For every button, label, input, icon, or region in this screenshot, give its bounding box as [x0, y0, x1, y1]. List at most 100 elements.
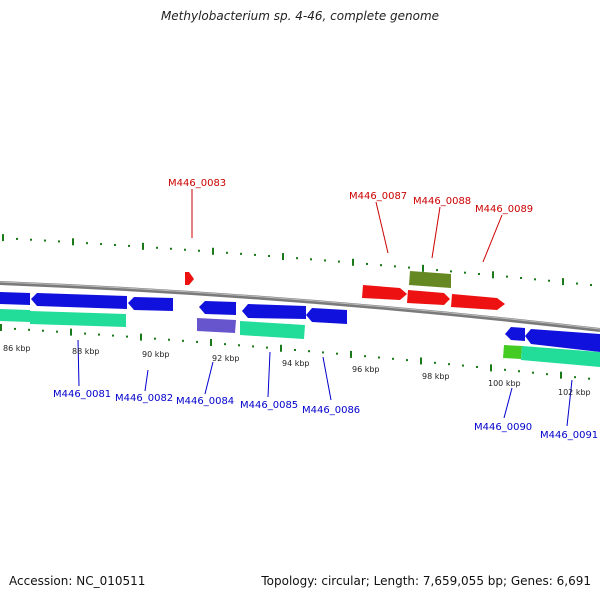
- upper-track-minor-tick: [534, 278, 536, 281]
- scale-label-86kbp: 86 kbp: [3, 344, 31, 353]
- lower-track-minor-tick: [588, 377, 590, 380]
- upper-track-major-tick: [422, 264, 424, 272]
- lower-track-minor-tick: [392, 357, 394, 360]
- upper-track-minor-tick: [156, 246, 158, 249]
- lower-track-minor-tick: [252, 345, 254, 348]
- gene-label-m446-0087[interactable]: M446_0087: [349, 191, 407, 202]
- lower-track-minor-tick: [182, 339, 184, 342]
- upper-track-minor-tick: [254, 253, 256, 256]
- lower-track-minor-tick: [462, 364, 464, 367]
- gene-label-m446-0083[interactable]: M446_0083: [168, 178, 226, 189]
- lower-track-minor-tick: [574, 376, 576, 379]
- gene-label-m446-0090[interactable]: M446_0090: [474, 422, 532, 433]
- scale-label-90kbp: 90 kbp: [142, 350, 170, 359]
- upper-track-minor-tick: [366, 262, 368, 265]
- lower-track-major-tick: [420, 357, 422, 365]
- upper-track-minor-tick: [548, 279, 550, 282]
- upper-track-major-tick: [282, 253, 284, 261]
- lower-track-major-tick: [560, 371, 562, 379]
- upper-track-minor-tick: [464, 271, 466, 274]
- gene-block-m446-0081-teal[interactable]: [30, 311, 126, 327]
- accession-text: Accession: NC_010511: [9, 574, 146, 588]
- lower-track-minor-tick: [112, 334, 114, 337]
- gene-label-m446-0086[interactable]: M446_0086: [302, 405, 360, 416]
- gene-arrow-m446-0081[interactable]: [31, 293, 127, 309]
- gene-label-m446-0085[interactable]: M446_0085: [240, 400, 298, 411]
- gene-block-m446-0088-olive[interactable]: [409, 271, 451, 288]
- gene-arrow-m446-0090[interactable]: [505, 327, 525, 341]
- gene-label-m446-0091[interactable]: M446_0091: [540, 430, 598, 441]
- upper-track-minor-tick: [30, 238, 32, 241]
- gene-block-m446-0080-teal[interactable]: [0, 309, 30, 322]
- lower-track-minor-tick: [532, 371, 534, 374]
- gene-arrow-m446-0080[interactable]: [0, 292, 30, 305]
- lower-track-major-tick: [350, 350, 352, 358]
- label-line-m446-0084: [204, 361, 214, 395]
- lower-track-minor-tick: [546, 373, 548, 376]
- upper-track-minor-tick: [338, 260, 340, 263]
- gene-arrow-m446-0089[interactable]: [451, 294, 505, 310]
- gene-block-m446-0084-purple[interactable]: [197, 318, 236, 333]
- label-line-m446-0085: [267, 351, 271, 398]
- upper-track-minor-tick: [450, 270, 452, 273]
- gene-arrow-m446-0086[interactable]: [306, 308, 347, 324]
- upper-track-major-tick: [562, 278, 564, 286]
- gene-label-m446-0088[interactable]: M446_0088: [413, 196, 471, 207]
- label-line-m446-0089: [482, 214, 503, 263]
- gene-label-m446-0084[interactable]: M446_0084: [176, 396, 234, 407]
- upper-track-major-tick: [352, 258, 354, 266]
- scale-label-92kbp: 92 kbp: [212, 354, 240, 363]
- gene-label-m446-0081[interactable]: M446_0081: [53, 389, 111, 400]
- map-title: Methylobacterium sp. 4-46, complete geno…: [160, 9, 440, 23]
- lower-track-minor-tick: [84, 332, 86, 335]
- genome-backbone-highlight: [0, 281, 600, 330]
- lower-track-major-tick: [140, 333, 142, 341]
- lower-track-minor-tick: [98, 333, 100, 336]
- lower-track-minor-tick: [434, 361, 436, 364]
- lower-track-minor-tick: [406, 359, 408, 362]
- upper-track-minor-tick: [58, 240, 60, 243]
- lower-track-minor-tick: [224, 343, 226, 346]
- gene-block-m446-0085-teal[interactable]: [240, 321, 305, 339]
- lower-track-major-tick: [280, 344, 282, 352]
- gene-arrow-m446-0083[interactable]: [185, 272, 194, 285]
- lower-track-minor-tick: [294, 348, 296, 351]
- upper-track-major-tick: [492, 271, 494, 279]
- genome-backbone: [0, 281, 600, 332]
- upper-track-major-tick: [212, 247, 214, 255]
- upper-track-minor-tick: [226, 251, 228, 254]
- lower-track-minor-tick: [448, 363, 450, 366]
- lower-track-minor-tick: [154, 337, 156, 340]
- gene-block-m446-0090-green[interactable]: [503, 345, 522, 359]
- lower-track-minor-tick: [504, 368, 506, 371]
- upper-track-minor-tick: [16, 237, 18, 240]
- upper-track-major-tick: [2, 234, 4, 242]
- gene-arrow-m446-0087[interactable]: [362, 285, 407, 300]
- upper-track-minor-tick: [576, 282, 578, 285]
- upper-tick-track: [2, 234, 592, 286]
- label-line-m446-0086: [322, 356, 332, 401]
- gene-label-m446-0089[interactable]: M446_0089: [475, 204, 533, 215]
- gene-arrow-m446-0084[interactable]: [199, 301, 236, 315]
- lower-track-minor-tick: [378, 356, 380, 359]
- gene-label-m446-0082[interactable]: M446_0082: [115, 393, 173, 404]
- lower-track-major-tick: [70, 328, 72, 336]
- gene-arrow-m446-0091[interactable]: [525, 329, 600, 352]
- gene-arrow-m446-0082[interactable]: [128, 297, 173, 311]
- upper-track-minor-tick: [436, 269, 438, 272]
- gene-block-m446-0091-teal[interactable]: [521, 346, 600, 367]
- scale-label-102kbp: 102 kbp: [558, 388, 591, 397]
- upper-track-minor-tick: [86, 242, 88, 245]
- upper-track-minor-tick: [268, 254, 270, 257]
- gene-arrow-m446-0085[interactable]: [242, 304, 306, 319]
- upper-track-minor-tick: [184, 248, 186, 251]
- upper-track-minor-tick: [380, 264, 382, 267]
- lower-track-minor-tick: [126, 335, 128, 338]
- label-line-m446-0090: [503, 387, 513, 419]
- lower-track-minor-tick: [238, 344, 240, 347]
- lower-track-minor-tick: [364, 355, 366, 358]
- lower-track-minor-tick: [336, 352, 338, 355]
- upper-track-minor-tick: [394, 265, 396, 268]
- gene-arrow-m446-0088[interactable]: [407, 290, 450, 305]
